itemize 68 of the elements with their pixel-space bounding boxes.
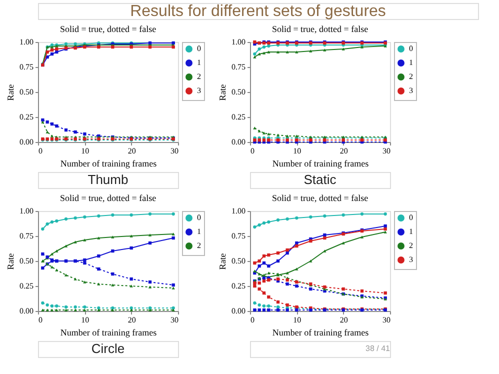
text: Results for different sets of gestures [130,3,386,20]
x-tick-label: 0 [250,316,254,324]
text: Circle [91,341,125,356]
x-tick-label: 30 [382,146,390,156]
y-tick-label: 0.25 [232,112,246,122]
legend-label: 1 [409,58,413,67]
y-axis-title: Rate [6,84,16,101]
y-axis-title: Rate [6,253,16,270]
chart-title: Solid = true, dotted = false [272,24,368,34]
legend-label: 0 [197,44,201,53]
legend-label: 1 [197,58,201,67]
x-tick-label: 0 [38,316,42,324]
x-tick-label: 10 [293,146,302,156]
y-tick-label: 1.00 [232,206,246,216]
y-tick-label: 0.00 [232,138,246,146]
legend-label: 0 [409,213,413,222]
y-tick-label: 0.00 [232,306,246,316]
chart-title: Solid = true, dotted = false [60,24,156,34]
legend-label: 0 [197,213,201,222]
legend-label: 0 [409,44,413,53]
y-tick-label: 0.25 [20,282,34,290]
chart-title: Solid = true, dotted = false [60,193,156,203]
legend-label: 2 [409,72,413,81]
x-tick-label: 20 [340,146,348,156]
y-tick-label: 0.50 [232,256,246,266]
legend-label: 3 [409,86,413,95]
y-tick-label: 0.50 [232,88,246,96]
x-tick-label: 10 [81,146,90,156]
y-axis-title: Rate [218,253,228,270]
y-tick-label: 1.00 [20,206,34,216]
y-tick-label: 1.00 [232,38,246,46]
x-tick-label: 30 [170,316,178,324]
x-tick-label: 20 [340,316,348,324]
x-tick-label: 20 [128,146,136,156]
y-tick-label: 0.25 [232,282,246,290]
x-tick-label: 10 [293,316,302,324]
y-tick-label: 0.75 [232,232,246,240]
legend-label: 3 [409,255,413,264]
y-tick-label: 0.75 [232,62,246,72]
x-tick-label: 30 [382,316,390,324]
x-axis-title: Number of training frames [60,328,158,338]
text: 38 / 41 [366,344,391,353]
x-tick-label: 0 [38,146,42,156]
x-axis-title: Number of training frames [272,328,370,338]
y-tick-label: 0.00 [20,306,34,316]
y-tick-label: 0.25 [20,112,34,122]
x-tick-label: 10 [81,316,90,324]
y-tick-label: 0.75 [20,232,34,240]
chart-title: Solid = true, dotted = false [272,193,368,203]
x-tick-label: 20 [128,316,136,324]
legend-label: 2 [197,241,201,250]
legend-label: 1 [197,227,201,236]
legend-label: 2 [409,241,413,250]
x-axis-title: Number of training frames [272,158,370,168]
x-axis-title: Number of training frames [60,158,158,168]
x-tick-label: 0 [250,146,254,156]
y-axis-title: Rate [218,84,228,101]
text: Thumb [88,172,128,187]
y-tick-label: 0.00 [20,138,34,146]
y-tick-label: 0.50 [20,256,34,266]
x-tick-label: 30 [170,146,178,156]
y-tick-label: 0.75 [20,62,34,72]
text: Static [304,172,337,187]
legend-label: 3 [197,86,201,95]
y-tick-label: 0.50 [20,88,34,96]
legend-label: 1 [409,227,413,236]
legend-label: 2 [197,72,201,81]
y-tick-label: 1.00 [20,38,34,46]
